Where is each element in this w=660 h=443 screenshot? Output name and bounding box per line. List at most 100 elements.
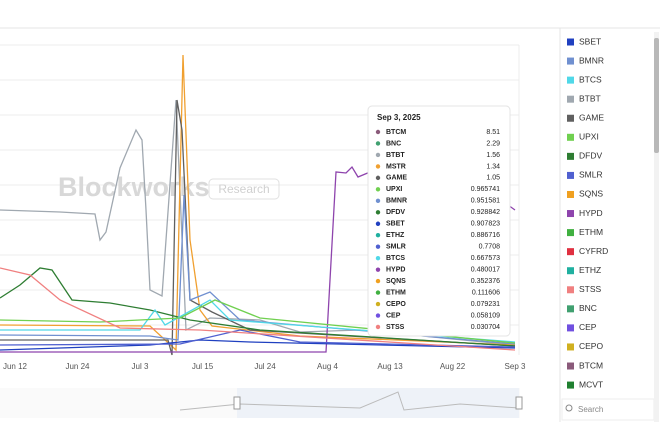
navigator-handle[interactable] xyxy=(233,396,241,410)
tooltip-name: CEPO xyxy=(386,301,406,308)
tooltip-value: 0.7708 xyxy=(479,244,501,251)
tooltip-dot xyxy=(375,210,381,215)
tooltip-name: STSS xyxy=(386,324,405,331)
tooltip-dot xyxy=(375,152,381,158)
legend-swatch xyxy=(567,38,574,46)
tooltip-dot xyxy=(375,187,381,192)
legend-swatch xyxy=(567,95,574,103)
legend-item[interactable]: CEP xyxy=(579,322,597,332)
legend-item[interactable]: SBET xyxy=(579,36,601,46)
tooltip-name: BTBT xyxy=(386,152,405,159)
legend-swatch xyxy=(567,152,574,160)
legend-item[interactable]: BTCM xyxy=(579,360,603,370)
legend-swatch xyxy=(567,171,574,179)
tooltip-dot xyxy=(375,244,381,249)
tooltip-name: SQNS xyxy=(386,278,406,285)
tooltip-name: ETHZ xyxy=(386,232,405,239)
tooltip-dot xyxy=(375,255,381,261)
legend-item[interactable]: STSS xyxy=(579,284,602,294)
search-box[interactable] xyxy=(561,398,655,421)
tooltip-box xyxy=(367,105,511,337)
tooltip-value: 0.951581 xyxy=(471,198,500,205)
legend-swatch xyxy=(567,210,574,218)
legend-item[interactable]: SMLR xyxy=(579,170,603,180)
legend-item[interactable]: BNC xyxy=(579,303,597,313)
x-tick-label: Aug 13 xyxy=(377,362,403,371)
tooltip-value: 0.111606 xyxy=(472,289,500,296)
tooltip-value: 2.29 xyxy=(486,140,500,147)
tooltip-value: 1.56 xyxy=(486,152,500,159)
navigator-line xyxy=(179,391,520,411)
scrollbar-thumb[interactable] xyxy=(654,38,659,153)
tooltip-value: 0.667573 xyxy=(471,255,500,262)
tooltip-value: 0.907823 xyxy=(471,221,500,228)
legend-swatch xyxy=(567,76,574,84)
tooltip-name: BTCM xyxy=(386,129,406,136)
tooltip-dot xyxy=(375,141,381,146)
x-tick-label: Sep 3 xyxy=(505,362,526,371)
tooltip-dot xyxy=(375,267,381,272)
legend-swatch xyxy=(567,57,574,65)
tooltip-value: 0.079231 xyxy=(471,301,500,308)
legend-swatch xyxy=(567,114,574,122)
tooltip-name: UPXI xyxy=(386,186,402,193)
legend-item[interactable]: DFDV xyxy=(579,151,602,161)
navigator-window[interactable] xyxy=(237,388,519,418)
navigator-handle[interactable] xyxy=(515,396,523,410)
legend-item[interactable]: UPXI xyxy=(579,132,599,142)
tooltip-value: 8.51 xyxy=(486,129,500,136)
legend-swatch xyxy=(567,190,574,198)
tooltip-dot xyxy=(375,233,381,238)
tooltip-name: BNC xyxy=(386,140,401,147)
tooltip-name: BTCS xyxy=(386,255,405,262)
x-tick-label: Jul 24 xyxy=(254,362,276,371)
legend-swatch xyxy=(567,324,574,332)
tooltip-dot xyxy=(375,301,381,307)
search-placeholder: Search xyxy=(578,405,603,414)
legend-swatch xyxy=(567,248,574,256)
legend-item[interactable]: CEPO xyxy=(579,341,603,351)
legend-item[interactable]: HYPD xyxy=(579,208,603,218)
tooltip-name: MSTR xyxy=(386,163,406,170)
legend-swatch xyxy=(567,305,574,313)
tooltip-name: HYPD xyxy=(386,266,405,273)
tooltip-name: DFDV xyxy=(386,209,405,216)
legend-item[interactable]: BTBT xyxy=(579,93,601,103)
legend-item[interactable]: CYFRD xyxy=(579,246,608,256)
legend-item[interactable]: ETHZ xyxy=(579,265,601,275)
tooltip-dot xyxy=(375,129,381,135)
tooltip-title: Sep 3, 2025 xyxy=(377,113,421,122)
legend-item[interactable]: ETHM xyxy=(579,227,603,237)
tooltip-value: 0.352376 xyxy=(471,278,500,285)
legend-item[interactable]: BTCS xyxy=(579,74,602,84)
tooltip-dot xyxy=(375,324,381,330)
tooltip-dot xyxy=(375,221,381,226)
series-lines xyxy=(0,54,516,356)
tooltip-value: 0.030704 xyxy=(471,324,500,331)
x-axis: Jun 12 Jun 24 Jul 3 Jul 15 Jul 24 Aug 4 Aug 13… xyxy=(3,362,526,371)
legend-swatch xyxy=(567,229,574,237)
legend-item[interactable]: MCVT xyxy=(579,379,603,389)
legend-item[interactable]: BMNR xyxy=(579,55,604,65)
legend-item[interactable]: GAME xyxy=(579,112,604,122)
tooltip-name: CEP xyxy=(386,312,401,319)
tooltip-name: SBET xyxy=(386,221,405,228)
scrollbar[interactable] xyxy=(654,32,659,422)
x-tick-label: Aug 22 xyxy=(440,362,466,371)
tooltip-value: 0.886716 xyxy=(471,232,500,239)
tooltip-value: 1.05 xyxy=(486,175,500,182)
x-tick-label: Jul 3 xyxy=(132,362,149,371)
tooltip-value: 0.928842 xyxy=(471,209,500,216)
legend-swatch xyxy=(567,343,574,351)
legend-item[interactable]: SQNS xyxy=(579,189,603,199)
tooltip-dot xyxy=(375,313,381,318)
x-tick-label: Jun 12 xyxy=(3,362,28,371)
watermark-brand: Blockworks xyxy=(58,172,210,202)
tooltip-name: GAME xyxy=(386,175,407,182)
legend-swatch xyxy=(567,133,574,141)
tooltip-value: 0.965741 xyxy=(471,186,500,193)
tooltip-dot xyxy=(375,290,381,295)
tooltip-dot xyxy=(375,278,381,284)
